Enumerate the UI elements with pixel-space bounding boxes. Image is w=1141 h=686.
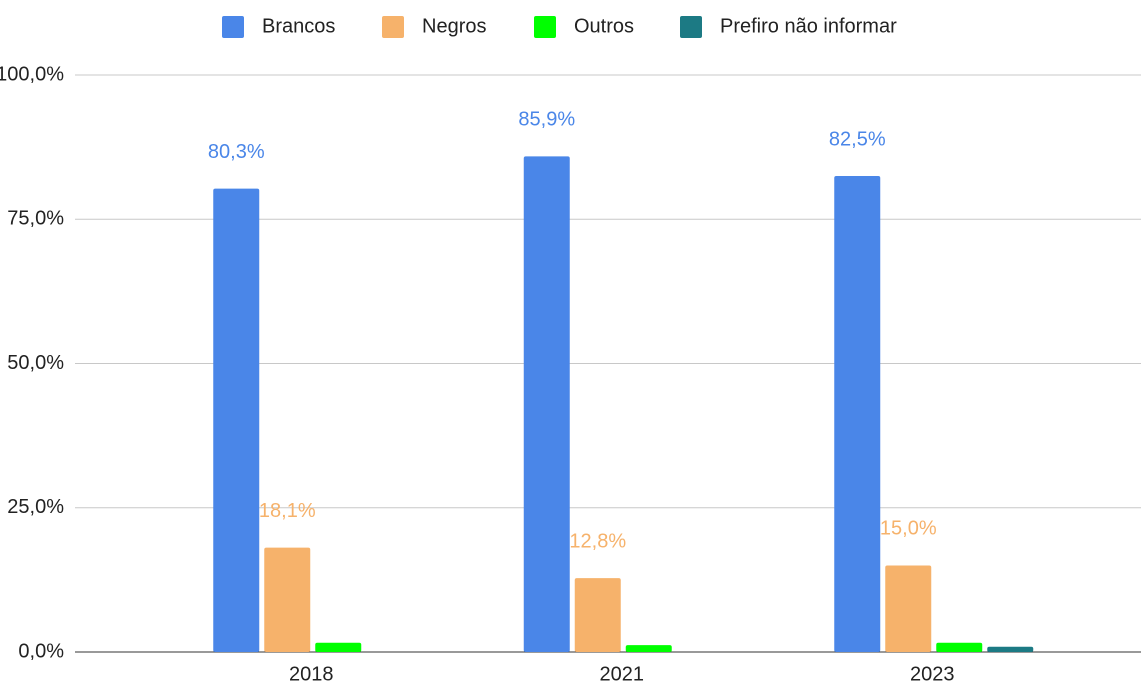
legend-swatch: [222, 16, 244, 38]
x-tick-label: 2021: [600, 663, 645, 685]
bar: [264, 547, 311, 652]
legend-swatch: [382, 16, 404, 38]
bar: [936, 642, 983, 652]
bar: [885, 565, 932, 652]
x-tick-label: 2023: [910, 663, 955, 685]
legend-label: Brancos: [262, 15, 335, 37]
y-tick-label: 0,0%: [18, 640, 64, 662]
legend-label: Prefiro não informar: [720, 15, 897, 37]
bar: [625, 645, 672, 652]
y-tick-label: 25,0%: [7, 496, 64, 518]
y-tick-label: 100,0%: [0, 63, 64, 85]
y-tick-label: 75,0%: [7, 208, 64, 230]
y-tick-label: 50,0%: [7, 352, 64, 374]
bar: [523, 156, 570, 652]
data-label: 12,8%: [569, 530, 626, 552]
data-label: 80,3%: [208, 141, 265, 163]
data-label: 18,1%: [259, 500, 316, 522]
data-label: 15,0%: [880, 518, 937, 540]
bar: [213, 188, 260, 652]
data-label: 82,5%: [829, 128, 886, 150]
legend-label: Negros: [422, 15, 486, 37]
legend-swatch: [534, 16, 556, 38]
bar: [834, 175, 881, 652]
data-label: 85,9%: [518, 109, 575, 131]
legend-label: Outros: [574, 15, 634, 37]
bar: [574, 578, 621, 652]
bar: [987, 646, 1034, 652]
x-tick-label: 2018: [289, 663, 334, 685]
legend-swatch: [680, 16, 702, 38]
bar: [315, 642, 362, 652]
